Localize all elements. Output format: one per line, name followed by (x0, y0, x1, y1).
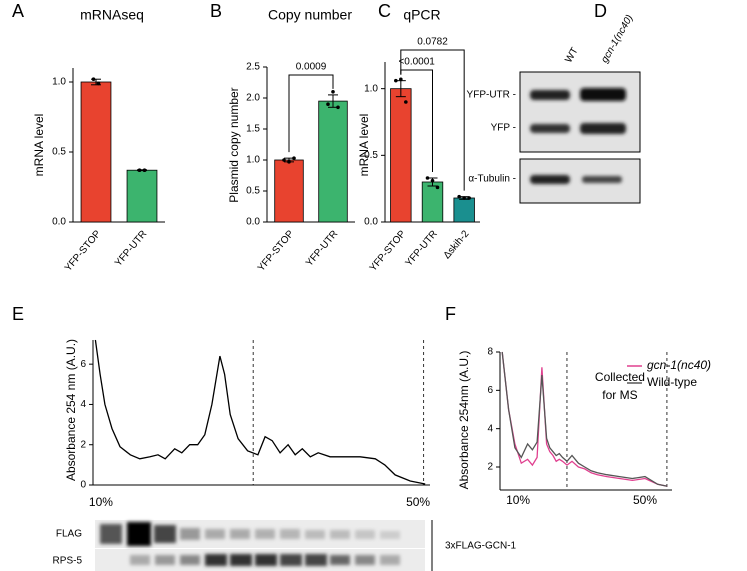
legend-label: gcn-1(nc40) (647, 358, 711, 372)
data-point (462, 196, 466, 200)
data-point (142, 168, 147, 172)
x-tick-label: YFP-STOP (368, 228, 409, 273)
bar (390, 88, 412, 223)
y-axis-label: mRNA level (32, 114, 46, 177)
x-tick-label: YFP-STOP (63, 228, 104, 273)
data-point (287, 160, 291, 164)
row-label: YFP - (491, 123, 516, 134)
annotation: for MS (602, 388, 637, 402)
y-tick-label: 0.5 (246, 186, 260, 197)
data-point (91, 77, 96, 81)
row-label: YFP-UTR - (467, 90, 516, 101)
y-tick-label: 4 (487, 423, 493, 434)
lane-label: WT (563, 46, 580, 65)
data-point (430, 178, 435, 183)
data-point (292, 156, 296, 160)
y-tick-label: 1.0 (246, 155, 260, 166)
y-tick-label: 1.0 (52, 77, 66, 88)
row-label: FLAG (56, 529, 82, 540)
y-tick-label: 1.0 (364, 83, 378, 94)
data-point (467, 196, 471, 200)
panel-label: F (445, 304, 456, 324)
data-point (137, 168, 142, 172)
data-point (331, 90, 335, 94)
y-tick-label: 0.0 (246, 217, 260, 228)
x-tick-label: 50% (633, 493, 657, 507)
blot-image (95, 520, 425, 571)
y-tick-label: 0.0 (364, 217, 378, 228)
y-tick-label: 1.5 (246, 124, 260, 135)
y-tick-label: 2 (487, 462, 493, 473)
bar (453, 197, 475, 223)
bar (126, 169, 158, 223)
legend-label: Wild-type (647, 375, 697, 389)
bar (80, 81, 112, 223)
y-axis-label: Absorbance 254 nm (A.U.) (64, 339, 78, 481)
y-axis-label: mRNA level (357, 114, 371, 177)
annotation: <0.0001 (398, 57, 435, 68)
y-axis-label: Plasmid copy number (227, 87, 241, 202)
y-tick-label: 2.5 (246, 62, 260, 73)
panel-label: B (210, 1, 222, 21)
significance-bracket (288, 74, 334, 153)
data-point (457, 194, 461, 199)
y-tick-label: 8 (487, 347, 493, 358)
y-tick-label: 0 (80, 480, 86, 491)
panel-label: C (378, 1, 391, 21)
chart-title: Copy number (268, 7, 352, 23)
row-label: RPS-5 (53, 556, 83, 567)
panel-label: E (12, 304, 24, 324)
data-point (96, 81, 101, 86)
data-point (425, 176, 430, 180)
significance-bracket (400, 49, 465, 191)
y-tick-label: 2 (80, 439, 86, 450)
x-tick-label: YFP-UTR (113, 229, 149, 269)
panel-label: A (12, 1, 24, 21)
y-axis-label: Absorbance 254nm (A.U.) (457, 351, 471, 490)
x-tick-label: Δskih-2 (442, 228, 472, 261)
x-tick-label: 50% (406, 495, 430, 509)
data-point (435, 185, 440, 190)
row-label: α-Tubulin - (468, 174, 516, 185)
annotation: 0.0782 (417, 37, 448, 48)
line-series (94, 339, 426, 485)
y-tick-label: 0.5 (52, 147, 66, 158)
y-tick-label: 6 (487, 385, 493, 396)
data-point (326, 102, 330, 106)
line-series (501, 351, 668, 487)
bar (421, 181, 444, 223)
y-tick-label: 4 (80, 399, 86, 410)
annotation: Collected (595, 370, 645, 384)
lane-label: gcn-1(nc40) (599, 13, 635, 65)
line-series (501, 351, 668, 487)
data-point (399, 77, 403, 82)
blot-image (519, 71, 641, 204)
annotation: 0.0009 (296, 62, 327, 73)
blot-label: 3xFLAG-GCN-1 (445, 541, 517, 552)
bar (274, 159, 304, 223)
data-point (394, 78, 398, 83)
panel-label: D (594, 1, 607, 21)
x-tick-label: YFP-UTR (404, 229, 440, 269)
x-tick-label: 10% (506, 493, 530, 507)
data-point (336, 105, 340, 110)
bar (318, 100, 348, 223)
y-tick-label: 0.0 (52, 217, 66, 228)
y-tick-label: 2.0 (246, 93, 260, 104)
chart-title: qPCR (403, 7, 440, 23)
chart-title: mRNAseq (80, 7, 144, 23)
y-tick-label: 0.5 (364, 150, 378, 161)
data-point (282, 158, 286, 162)
x-tick-label: YFP-STOP (256, 228, 297, 273)
y-tick-label: 6 (80, 359, 86, 370)
x-tick-label: 10% (89, 495, 113, 509)
data-point (404, 100, 408, 104)
x-tick-label: YFP-UTR (304, 229, 340, 269)
